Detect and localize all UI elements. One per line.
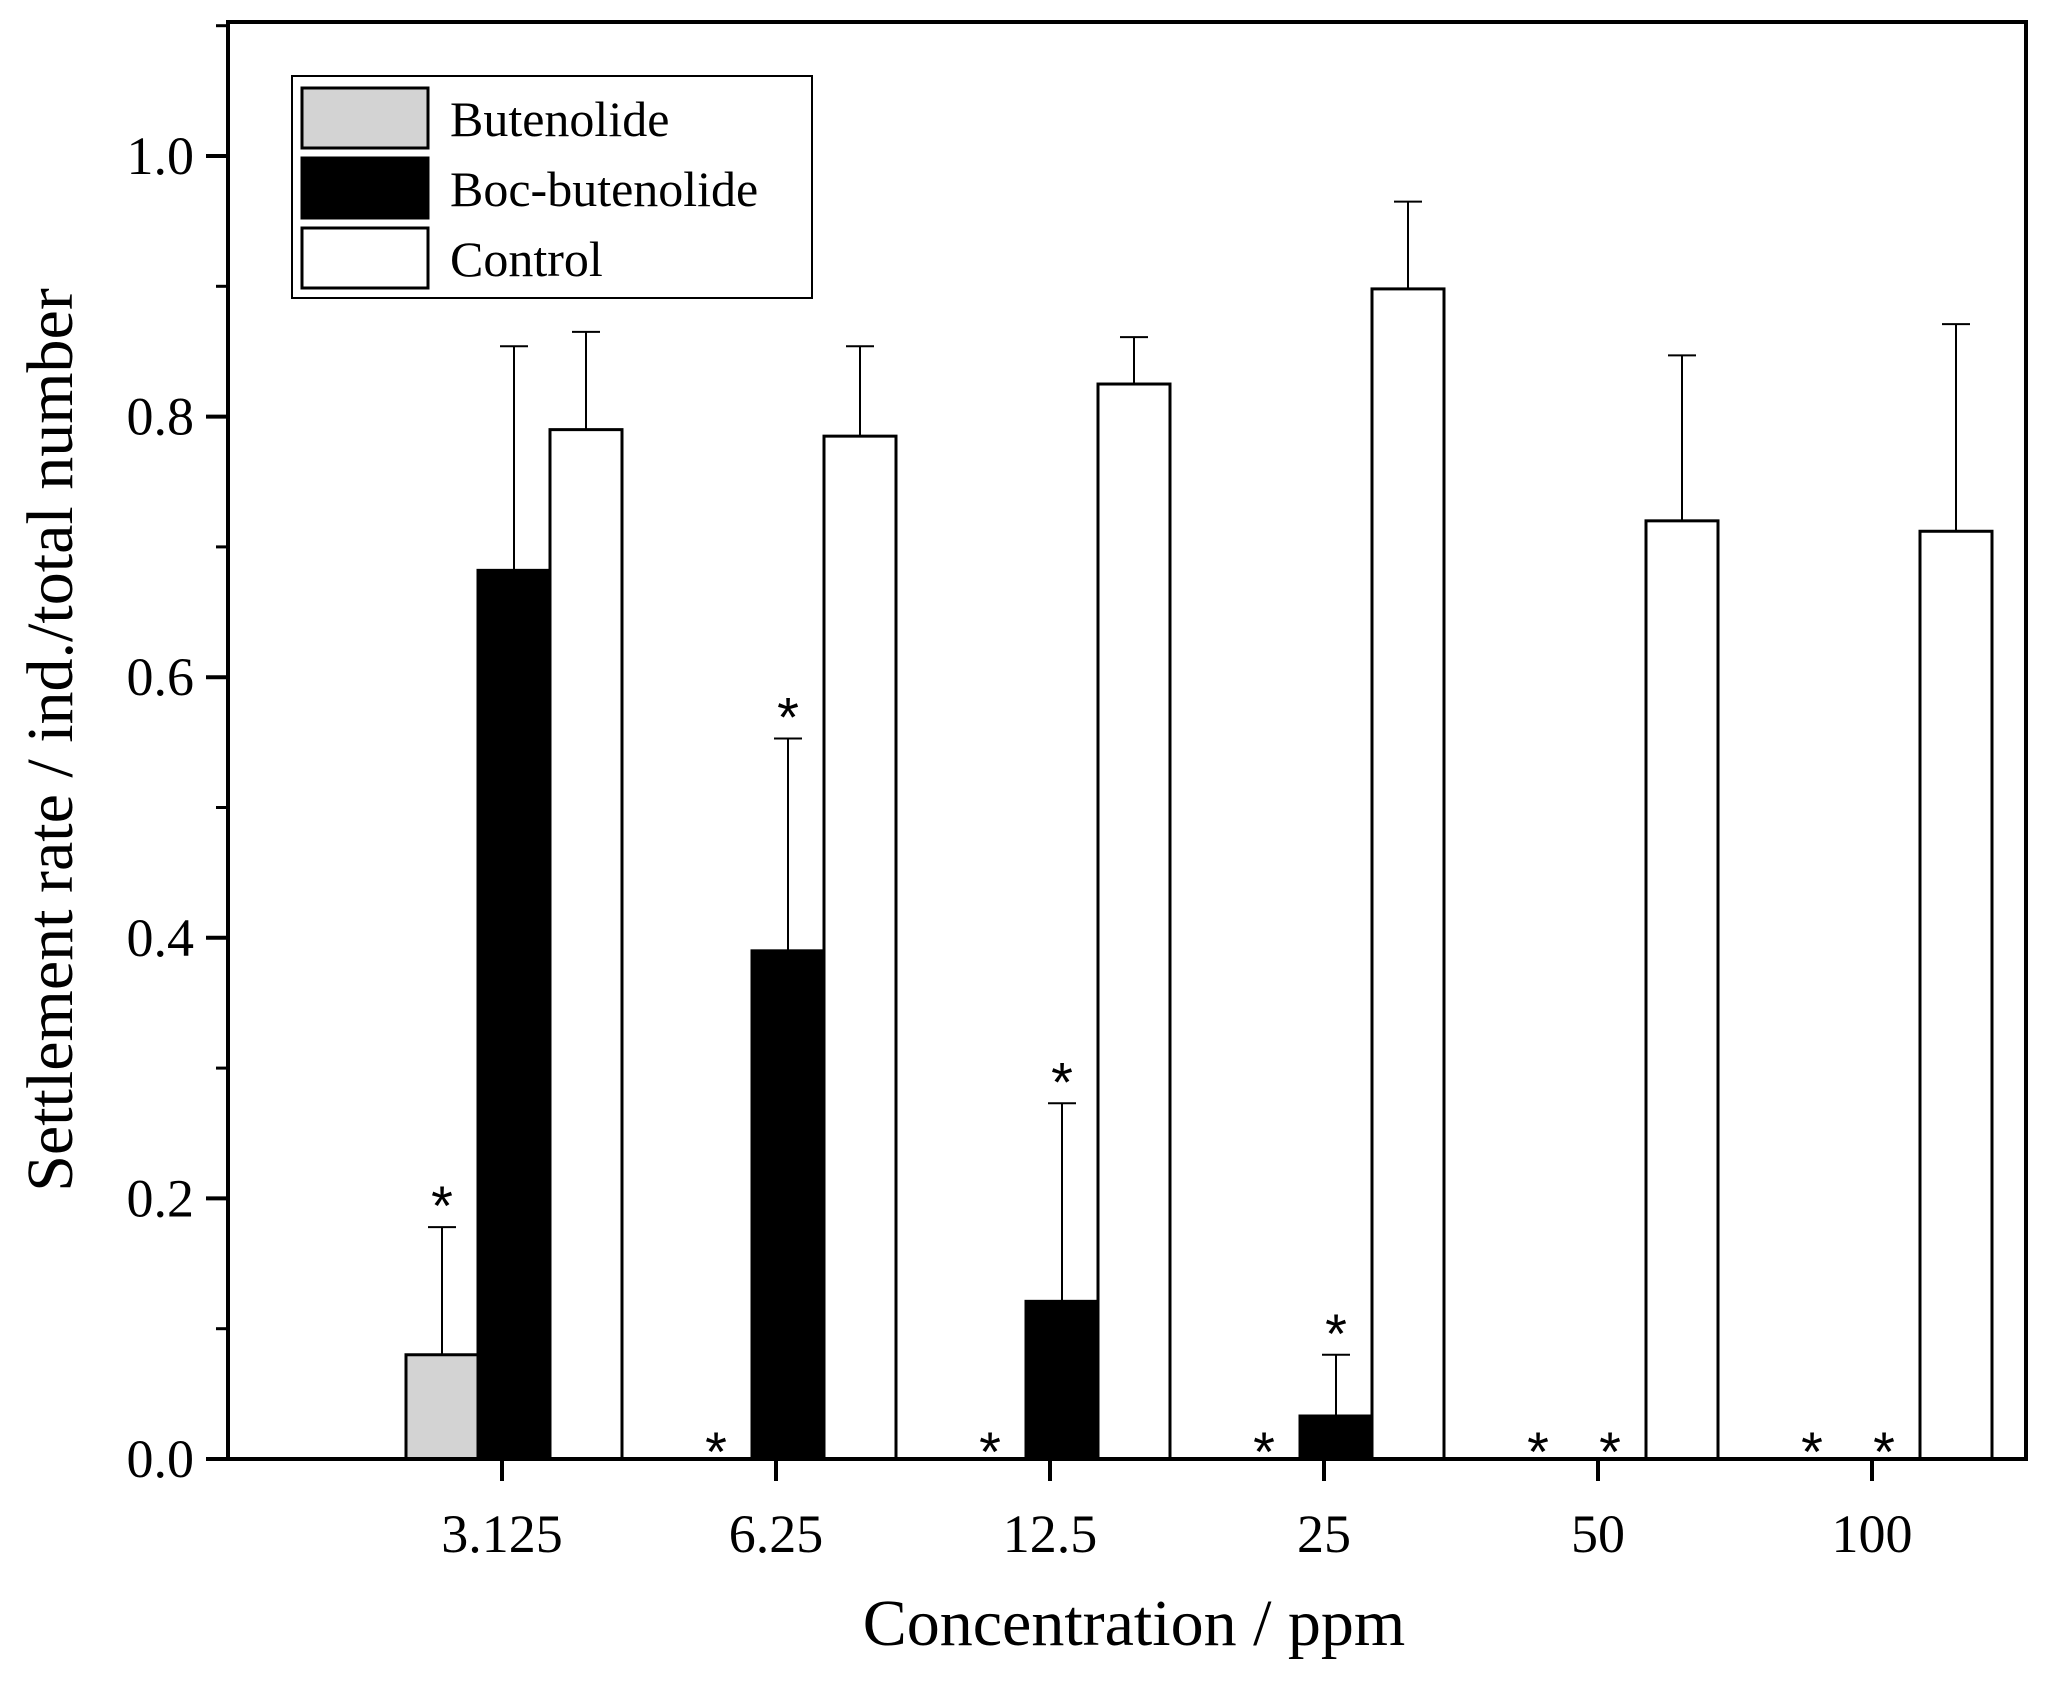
bar-control-50 [1644, 519, 1720, 1461]
x-tick-label-12_5: 12.5 [1003, 1504, 1098, 1564]
bar-boc-butenolide-3_125 [476, 568, 552, 1461]
bar-butenolide-3_125 [404, 1353, 480, 1461]
y-tick-label: 0.0 [127, 1429, 195, 1489]
y-tick-label: 0.2 [127, 1168, 195, 1228]
y-tick-label: 1.0 [127, 126, 195, 186]
legend-label-boc-butenolide: Boc-butenolide [450, 161, 758, 217]
x-tick-label-25: 25 [1297, 1504, 1351, 1564]
x-tick-label-100: 100 [1832, 1504, 1913, 1564]
bar-boc-butenolide-6_25 [750, 949, 826, 1461]
x-tick-label-50: 50 [1571, 1504, 1625, 1564]
x-tick-label-6_25: 6.25 [729, 1504, 824, 1564]
legend-swatch-boc-butenolide [300, 156, 430, 220]
significance-boc-butenolide-6_25: * [777, 685, 799, 748]
x-axis-title: Concentration / ppm [863, 1587, 1406, 1660]
significance-butenolide-100: * [1801, 1420, 1823, 1483]
bar-control-25 [1370, 287, 1446, 1461]
plot-frame [226, 20, 2028, 1461]
significance-boc-butenolide-100: * [1873, 1420, 1895, 1483]
x-axis: 3.125 6.25 12.5 25 50 100 [441, 1459, 1913, 1564]
significance-boc-butenolide-12_5: * [1051, 1050, 1073, 1113]
error-bars-layer [428, 200, 1970, 1417]
significance-butenolide-6_25: * [705, 1420, 727, 1483]
significance-butenolide-50: * [1527, 1420, 1549, 1483]
bars-layer [404, 287, 1994, 1461]
bar-control-6_25 [822, 434, 898, 1461]
significance-boc-butenolide-50: * [1599, 1420, 1621, 1483]
y-axis-title: Settlement rate / ind./total number [14, 288, 87, 1192]
legend-swatch-butenolide [300, 86, 430, 150]
y-tick-label: 0.6 [127, 647, 195, 707]
bar-boc-butenolide-25 [1298, 1414, 1374, 1461]
significance-layer: * * * * * * * * * * * [431, 685, 1895, 1483]
bar-control-100 [1918, 529, 1994, 1461]
significance-butenolide-3_125: * [431, 1174, 453, 1237]
significance-butenolide-12_5: * [979, 1420, 1001, 1483]
legend-label-control: Control [450, 231, 603, 287]
y-axis: 0.0 0.2 0.4 0.6 0.8 1.0 [127, 24, 228, 1489]
x-tick-label-3_125: 3.125 [441, 1504, 563, 1564]
legend-label-butenolide: Butenolide [450, 91, 669, 147]
legend: Butenolide Boc-butenolide Control [291, 75, 813, 299]
significance-butenolide-25: * [1253, 1420, 1275, 1483]
bar-control-3_125 [548, 428, 624, 1461]
bar-control-12_5 [1096, 382, 1172, 1461]
bar-boc-butenolide-12_5 [1024, 1299, 1100, 1461]
y-tick-label: 0.4 [127, 908, 195, 968]
legend-swatch-control [300, 226, 430, 290]
y-tick-label: 0.8 [127, 387, 195, 447]
significance-boc-butenolide-25: * [1325, 1302, 1347, 1365]
